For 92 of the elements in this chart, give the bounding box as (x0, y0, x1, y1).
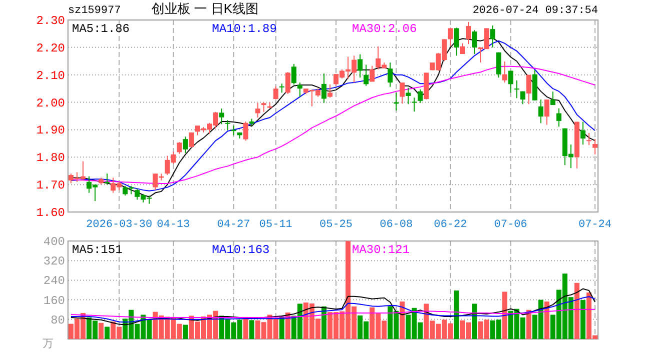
y-tick-label: 240 (43, 274, 65, 288)
candlestick (358, 54, 363, 78)
candlestick (176, 142, 182, 154)
chart-subtitle: sz159977 (68, 5, 121, 17)
candlestick (496, 52, 502, 78)
x-tick-label: 05-11 (259, 219, 293, 231)
candlestick (490, 24, 496, 48)
chart-title: 创业板 一 日K线图 (152, 1, 258, 16)
candlestick (544, 99, 550, 126)
candlestick (586, 132, 592, 146)
bar (321, 306, 326, 339)
candlestick (406, 87, 411, 105)
text: MA10:1.89 (212, 22, 277, 36)
text: MA10:163 (212, 243, 270, 257)
candlestick (556, 108, 562, 128)
candlestick (514, 80, 520, 99)
bar (472, 304, 478, 339)
x-tick-label: 06-22 (434, 219, 467, 231)
bar (454, 290, 459, 339)
line-series (70, 308, 596, 318)
bar (104, 326, 110, 339)
x-tick-label: 06-08 (380, 219, 413, 231)
text: 2026-07-24 09:37:54 (472, 5, 598, 17)
candlestick (448, 27, 453, 47)
candlestick (188, 132, 194, 148)
x-tick-label: 07-24 (578, 219, 612, 231)
bar (182, 324, 188, 339)
text: MA30:2.06 (352, 22, 417, 36)
y-axis-title: 万 (42, 338, 54, 351)
candlestick (400, 82, 405, 104)
bar (544, 302, 550, 339)
candlestick (261, 102, 266, 112)
x-tick-label: 05-25 (320, 219, 353, 231)
line-series (70, 288, 596, 326)
text: MA30:121 (352, 243, 410, 257)
bar (279, 316, 284, 339)
x-tick-label: 07-06 (494, 219, 528, 231)
candlestick (279, 83, 284, 94)
bar (502, 292, 508, 339)
candlestick (550, 91, 556, 106)
candlestick (219, 108, 224, 125)
candlestick (526, 74, 532, 105)
y-tick-label: 2.30 (36, 14, 65, 28)
y-tick-label: 1.80 (36, 151, 65, 166)
candlestick (418, 88, 423, 104)
candlestick (182, 136, 188, 154)
y-tick-label: 160 (43, 294, 65, 308)
x-tick-label: 04-27 (217, 219, 250, 231)
bar (249, 320, 254, 339)
bar (580, 300, 586, 339)
candlestick (225, 120, 230, 131)
text: MA5:1.86 (72, 22, 130, 36)
candlestick (297, 82, 302, 98)
bar (526, 310, 532, 339)
candlestick (321, 72, 326, 104)
candlestick (580, 121, 586, 146)
candlestick (243, 120, 248, 142)
candlestick (273, 86, 278, 100)
x-tick-label: 04-13 (156, 219, 190, 231)
y-tick-label: 320 (43, 254, 65, 269)
candlestick (508, 70, 514, 94)
y-tick-label: 2.10 (36, 68, 65, 83)
line-series (70, 296, 596, 323)
candlestick (231, 125, 236, 136)
y-tick-label: 1.90 (36, 124, 65, 138)
candlestick (472, 30, 478, 55)
candlestick (412, 97, 417, 112)
candlestick (592, 138, 598, 155)
candlestick (502, 60, 508, 84)
y-tick-label: 400 (43, 235, 65, 249)
candlestick (388, 62, 393, 88)
candlestick (255, 102, 260, 118)
y-tick-label: 1.70 (36, 178, 65, 193)
candlestick (466, 21, 472, 45)
x-tick-label: 2026-03-30 (86, 219, 152, 231)
text: MA5:151 (72, 243, 122, 257)
y-tick-label: 2.20 (36, 41, 65, 56)
candlestick (370, 65, 375, 82)
bar (400, 302, 405, 339)
candlestick (327, 84, 332, 98)
candlestick (291, 63, 296, 85)
candlestick (454, 27, 459, 56)
bar (98, 322, 104, 339)
y-tick-label: 80 (50, 313, 65, 328)
y-tick-label: 2.00 (36, 96, 65, 110)
candlestick (364, 64, 369, 86)
bar (574, 282, 580, 339)
bar (243, 318, 248, 339)
candlestick (538, 99, 544, 124)
candlestick (520, 90, 526, 105)
y-tick-label: 1.60 (36, 206, 65, 220)
candlestick (285, 72, 290, 95)
